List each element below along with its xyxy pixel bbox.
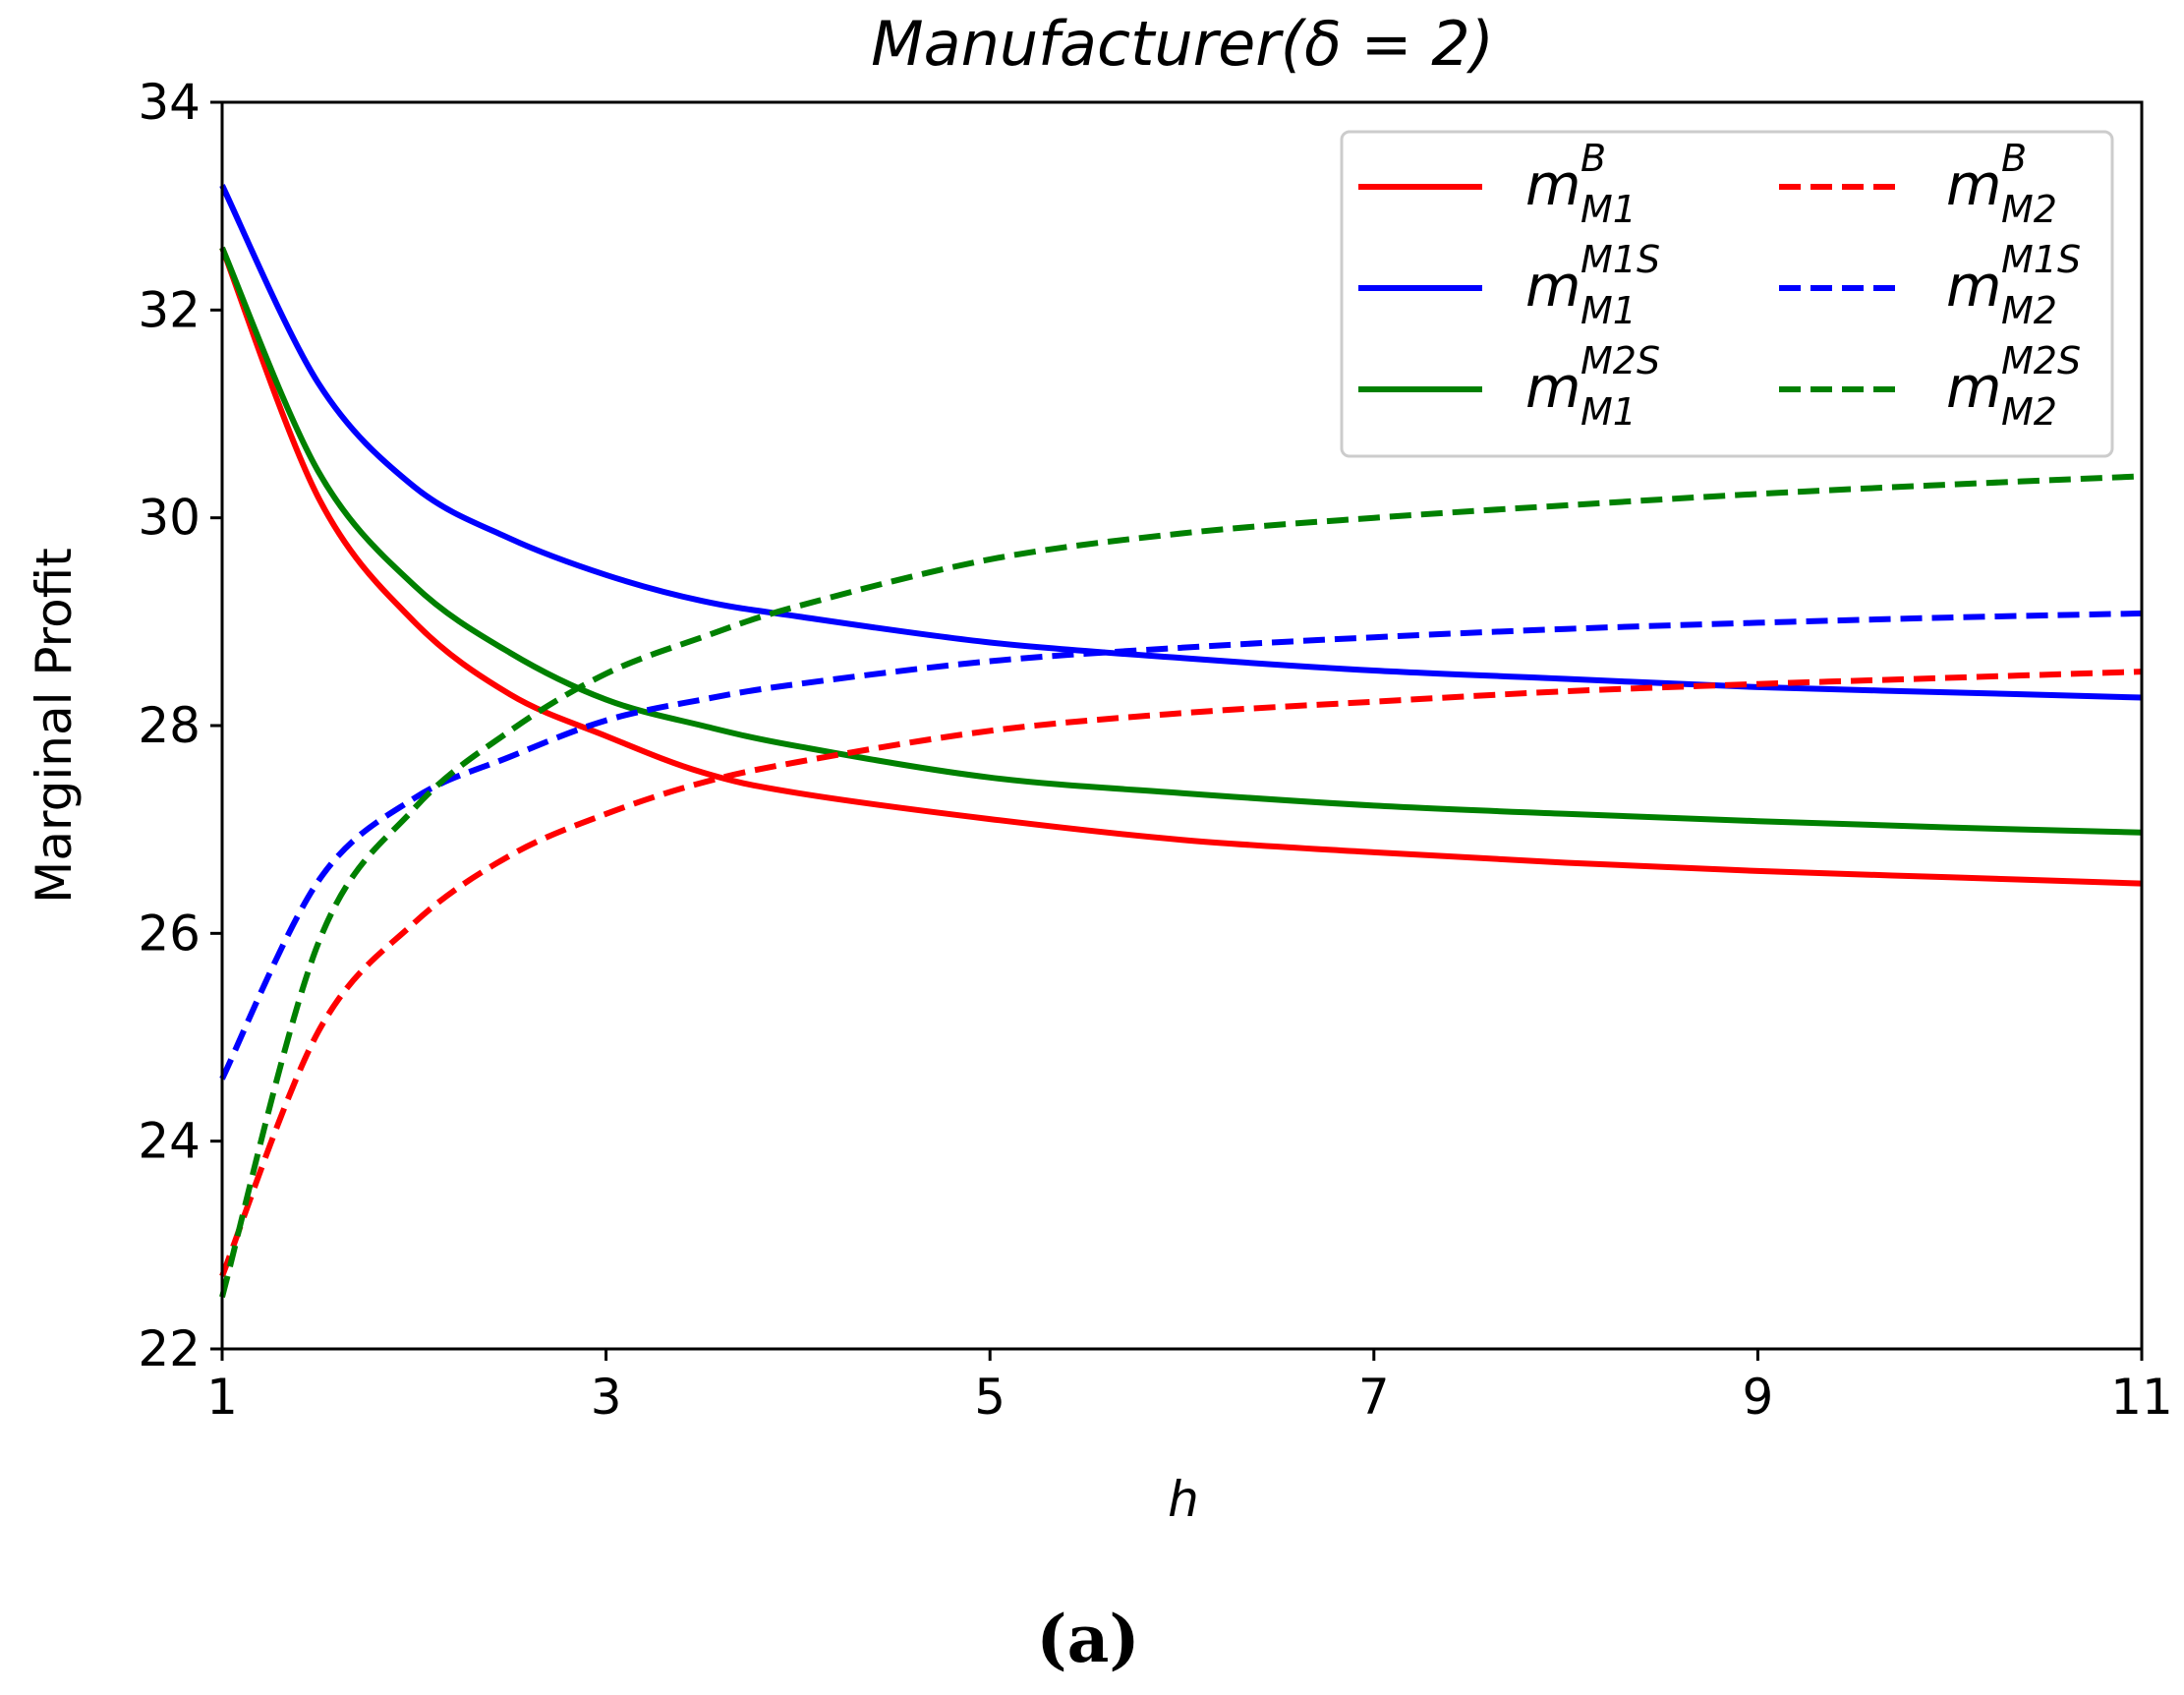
- legend-label: mM2S M2: [1946, 339, 2081, 434]
- y-tick-label: 34: [138, 74, 201, 131]
- y-tick-label: 30: [138, 490, 201, 547]
- series-line-0: [219, 246, 2143, 887]
- y-tick-label: 22: [138, 1320, 201, 1377]
- y-axis: 22 24 26 28 30 32 34: [138, 74, 222, 1377]
- y-tick-label: 28: [138, 697, 201, 754]
- y-tick-label: 32: [138, 281, 201, 338]
- x-tick-label: 9: [1742, 1369, 1773, 1426]
- series-line-3: [219, 669, 2143, 1278]
- x-tick-label: 7: [1358, 1369, 1390, 1426]
- x-tick-label: 5: [974, 1369, 1006, 1426]
- series-line-1: [219, 184, 2143, 701]
- legend-box: [1340, 130, 2114, 458]
- chart-title: Manufacturer(δ = 2): [871, 8, 1494, 80]
- series-line-2: [219, 246, 2143, 836]
- x-tick-label: 3: [591, 1369, 622, 1426]
- x-tick-label: 1: [206, 1369, 238, 1426]
- legend-label: mM2S M1: [1525, 339, 1660, 434]
- y-tick-label: 26: [138, 905, 201, 962]
- legend-label: mM1S M2: [1946, 238, 2081, 332]
- x-tick-label: 11: [2110, 1369, 2173, 1426]
- x-axis: 1 3 5 7 9 11: [206, 1349, 2173, 1426]
- series-line-4: [219, 610, 2143, 1081]
- series-line-5: [219, 473, 2143, 1298]
- legend-label: mB M1: [1525, 137, 1637, 231]
- plot-area: [219, 184, 2143, 1298]
- legend-label: mM1S M1: [1525, 238, 1660, 332]
- figure-caption: (a): [1036, 1601, 1139, 1677]
- y-axis-label: Marginal Profit: [26, 548, 83, 904]
- x-axis-label: h: [1168, 1471, 1199, 1528]
- legend-label: mB M2: [1946, 137, 2057, 231]
- y-tick-label: 24: [138, 1113, 201, 1170]
